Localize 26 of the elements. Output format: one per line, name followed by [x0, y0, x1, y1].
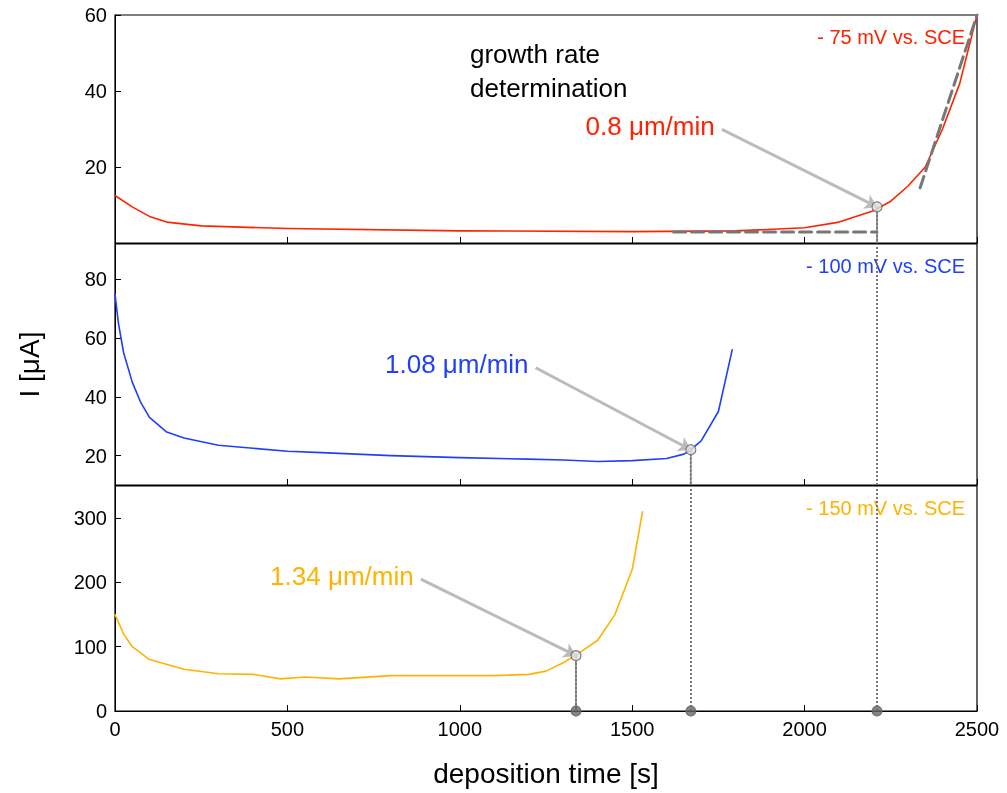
- x-tick-label: 500: [270, 718, 305, 740]
- y-tick-label: 200: [73, 571, 107, 594]
- x-axis-title: deposition time [s]: [433, 757, 659, 789]
- x-tick-label: 2000: [782, 718, 827, 740]
- y-tick-label: 100: [73, 635, 107, 658]
- y-tick-label: 0: [95, 700, 107, 722]
- annotation: 1.08 μm/min: [384, 349, 529, 380]
- x-tick-label: 1000: [437, 718, 483, 740]
- x-tick-label: 2500: [954, 718, 1000, 740]
- x-tick-label: 1500: [609, 718, 655, 740]
- annotation: 1.34 μm/min: [270, 560, 414, 591]
- y-tick-label: 20: [84, 156, 107, 178]
- y-tick-label: 20: [84, 444, 107, 467]
- y-tick-label: 40: [84, 385, 107, 408]
- y-tick-label: 80: [84, 268, 107, 291]
- y-tick-label: 300: [73, 507, 107, 530]
- y-tick-label: 60: [84, 4, 107, 26]
- y-tick-label: 60: [84, 327, 107, 350]
- annotation: growth rate determination: [470, 39, 628, 103]
- y-tick-label: 40: [84, 80, 107, 102]
- y-axis-title: I [μA]: [13, 331, 45, 398]
- text: - 100 mV vs. SCE: [806, 255, 965, 277]
- x-tick-label: 0: [109, 718, 121, 740]
- series-label: - 75 mV vs. SCE: [817, 26, 965, 48]
- annotation: 0.8 μm/min: [585, 110, 715, 141]
- text: - 150 mV vs. SCE: [806, 497, 965, 519]
